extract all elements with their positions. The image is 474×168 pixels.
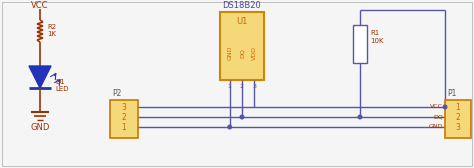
Text: VDD: VDD: [252, 46, 257, 60]
Circle shape: [228, 125, 231, 129]
Text: GND: GND: [30, 123, 50, 133]
Text: DS18B20: DS18B20: [223, 2, 261, 10]
Text: 3: 3: [252, 85, 256, 90]
Text: 2: 2: [240, 85, 244, 90]
Text: 10K: 10K: [370, 38, 383, 44]
Text: VCC: VCC: [31, 1, 49, 10]
Text: P2: P2: [112, 89, 121, 97]
Text: DQ: DQ: [433, 115, 443, 119]
Circle shape: [240, 115, 244, 119]
Text: GND: GND: [428, 124, 443, 130]
Bar: [110, 100, 138, 138]
Text: GND: GND: [227, 46, 232, 60]
Text: D1: D1: [55, 79, 65, 85]
Circle shape: [443, 105, 447, 109]
Text: 1: 1: [122, 122, 127, 132]
Bar: [353, 25, 367, 63]
Text: VCC: VCC: [430, 104, 443, 110]
Text: 1K: 1K: [47, 31, 56, 37]
Text: DQ: DQ: [239, 48, 245, 58]
Bar: [220, 12, 264, 80]
Text: LED: LED: [55, 86, 69, 92]
Circle shape: [358, 115, 362, 119]
Text: 3: 3: [456, 122, 460, 132]
Text: 1: 1: [228, 85, 232, 90]
Text: U1: U1: [237, 16, 248, 26]
Polygon shape: [29, 66, 51, 88]
Text: 1: 1: [456, 102, 460, 112]
Text: 3: 3: [121, 102, 127, 112]
Text: R2: R2: [47, 24, 56, 30]
Bar: [445, 100, 471, 138]
Text: 2: 2: [456, 113, 460, 121]
Text: P1: P1: [447, 89, 456, 97]
Text: R1: R1: [370, 30, 379, 36]
Text: 2: 2: [122, 113, 127, 121]
